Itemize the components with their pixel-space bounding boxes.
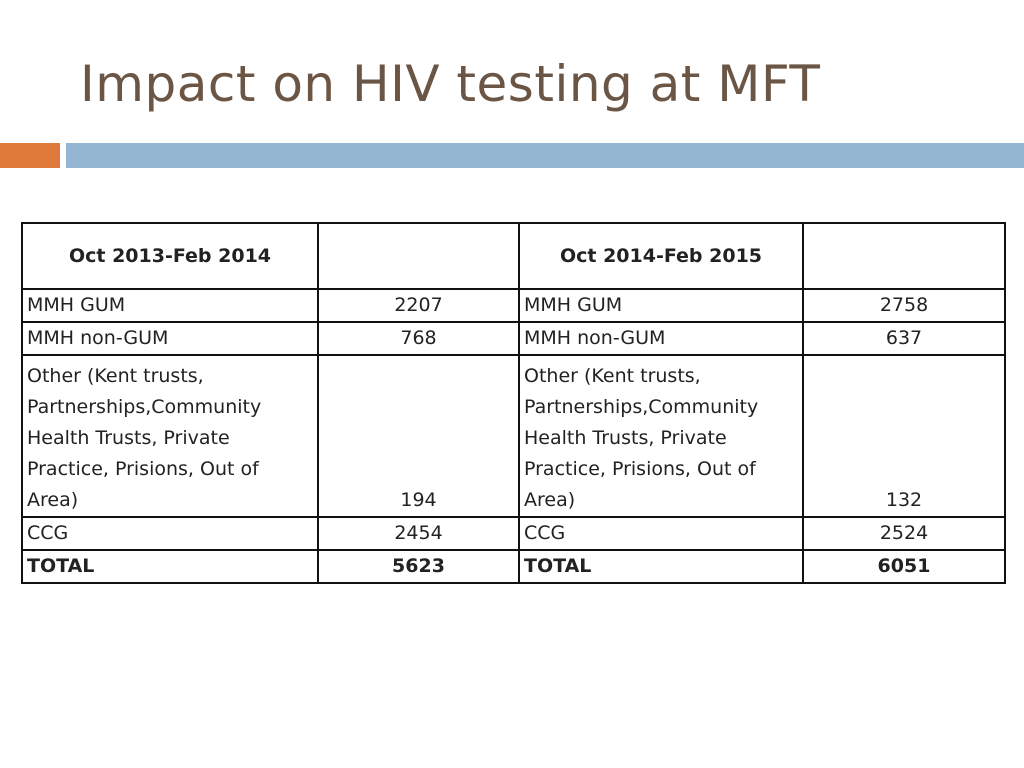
left-value-cell: 2207 [317,288,520,323]
table-header-row: Oct 2013-Feb 2014 Oct 2014-Feb 2015 [21,222,1006,290]
table-total-row: TOTAL 5623 TOTAL 6051 [21,549,1006,584]
left-label-cell: CCG [21,516,319,551]
right-label-cell: MMH GUM [518,288,804,323]
left-label-cell: MMH non-GUM [21,321,319,356]
right-label-cell: Other (Kent trusts, Partnerships,Communi… [518,354,804,518]
left-value-header [317,222,520,290]
left-total-value: 5623 [317,549,520,584]
left-value-cell: 2454 [317,516,520,551]
right-total-value: 6051 [802,549,1006,584]
right-value-header [802,222,1006,290]
accent-bar-blue [66,143,1024,168]
accent-bar-orange [0,143,60,168]
right-label-cell: CCG [518,516,804,551]
right-value-cell: 637 [802,321,1006,356]
table-row: MMH GUM 2207 MMH GUM 2758 [21,288,1006,323]
hiv-testing-table: Oct 2013-Feb 2014 Oct 2014-Feb 2015 MMH … [21,222,1006,584]
table-row: Other (Kent trusts, Partnerships,Communi… [21,354,1006,518]
right-label-cell: MMH non-GUM [518,321,804,356]
left-total-label: TOTAL [21,549,319,584]
left-label-cell: Other (Kent trusts, Partnerships,Communi… [21,354,319,518]
left-period-header: Oct 2013-Feb 2014 [21,222,319,290]
right-value-cell: 132 [802,354,1006,518]
left-label-cell: MMH GUM [21,288,319,323]
table-row: CCG 2454 CCG 2524 [21,516,1006,551]
left-value-cell: 194 [317,354,520,518]
left-value-cell: 768 [317,321,520,356]
slide-title: Impact on HIV testing at MFT [80,55,821,113]
right-value-cell: 2524 [802,516,1006,551]
table-row: MMH non-GUM 768 MMH non-GUM 637 [21,321,1006,356]
right-period-header: Oct 2014-Feb 2015 [518,222,804,290]
right-total-label: TOTAL [518,549,804,584]
right-value-cell: 2758 [802,288,1006,323]
